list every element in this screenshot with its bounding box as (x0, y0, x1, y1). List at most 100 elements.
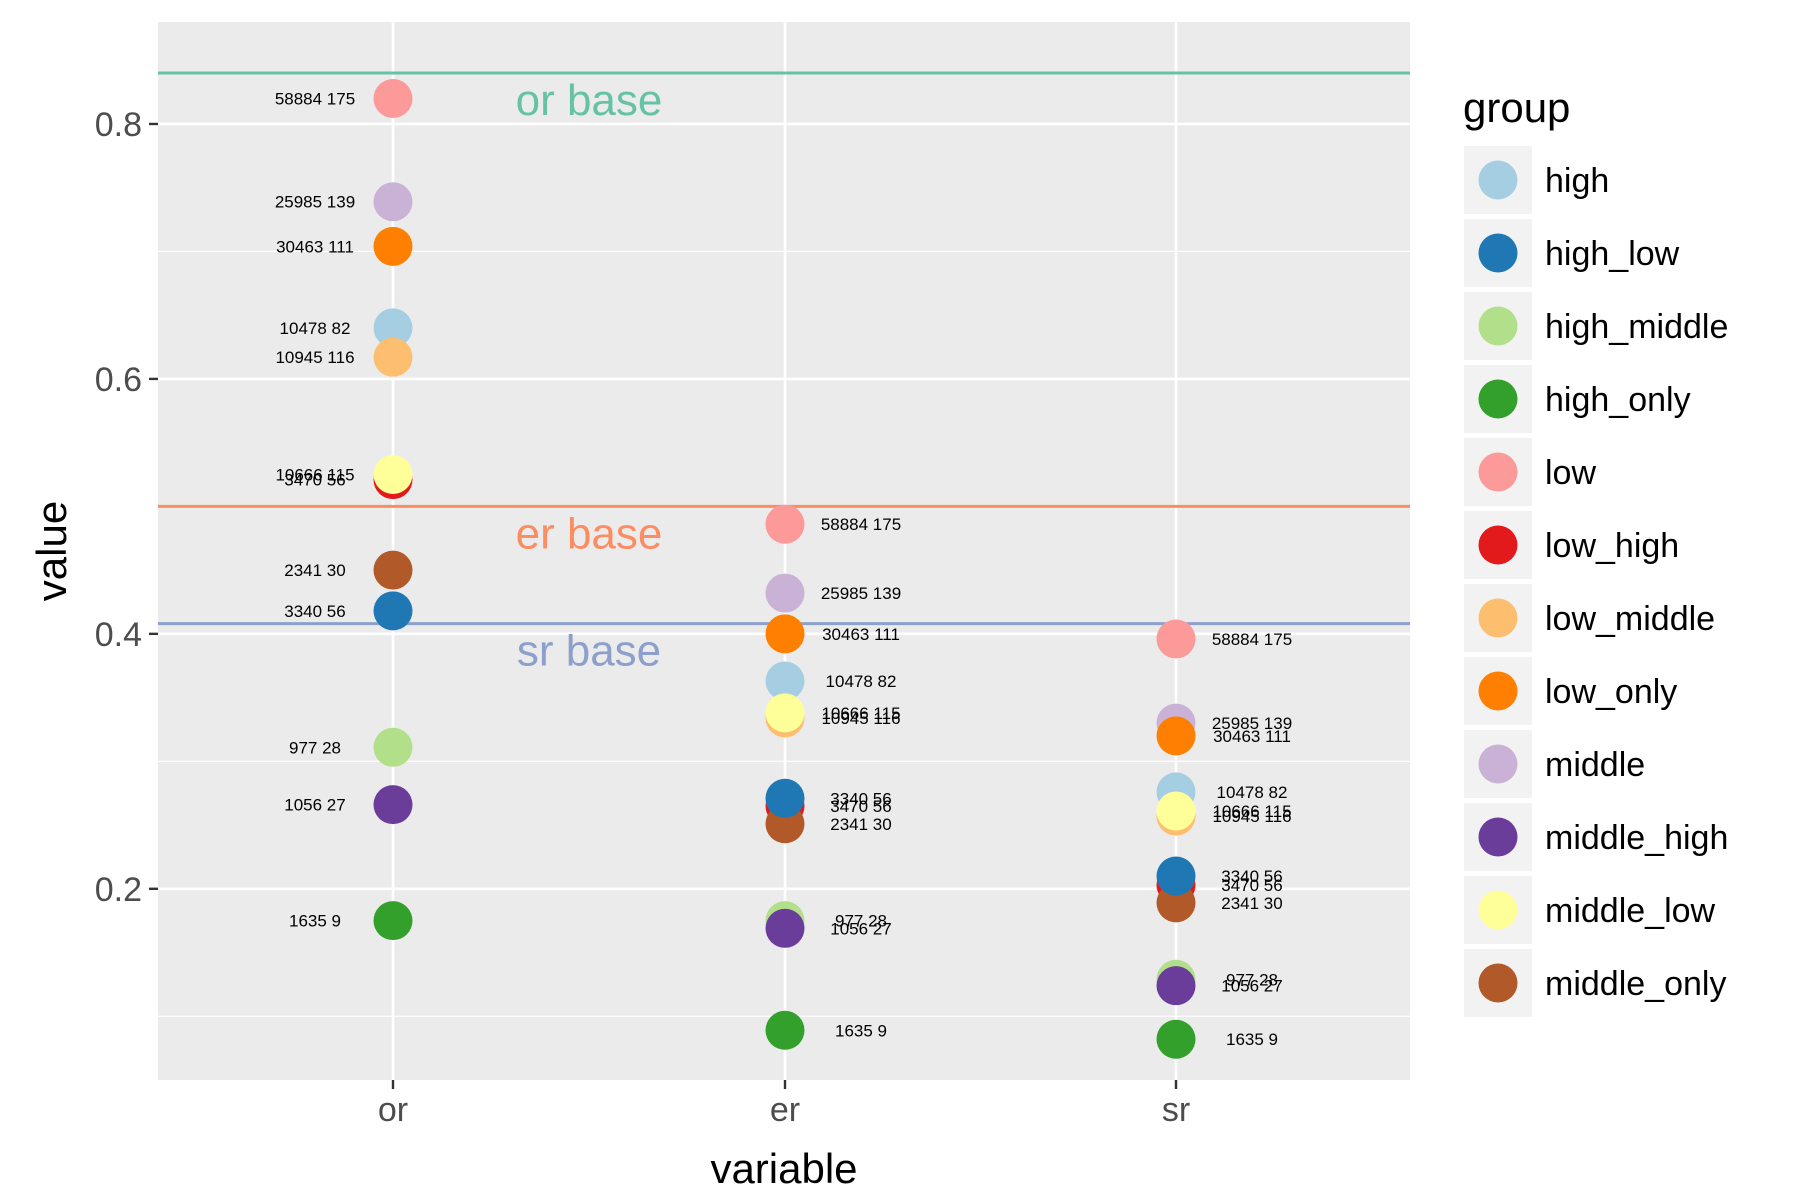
legend-label-low_middle: low_middle (1545, 600, 1715, 638)
legend-label-low: low (1545, 454, 1596, 492)
legend-label-high_middle: high_middle (1545, 308, 1728, 346)
legend-swatch-high_middle (1478, 306, 1518, 346)
point-label-high_only-or: 1635 9 (289, 912, 341, 931)
legend-swatch-middle_only (1478, 963, 1518, 1003)
y-tick-label-0: 0.2 (95, 871, 142, 909)
point-middle-er (765, 573, 805, 613)
point-label-middle_only-or: 2341 30 (284, 561, 345, 580)
baseline-label-2: sr base (517, 627, 661, 676)
legend-label-high_low: high_low (1545, 235, 1680, 273)
point-label-high_low-sr: 3340 56 (1221, 867, 1282, 886)
point-label-high-er: 10478 82 (826, 672, 897, 691)
point-label-middle_high-sr: 1056 27 (1221, 977, 1282, 996)
legend-swatch-middle (1478, 744, 1518, 784)
point-label-high_low-er: 3340 56 (830, 789, 891, 808)
point-label-low_high-sr: 3470 56 (1221, 876, 1282, 895)
legend-label-middle: middle (1545, 746, 1645, 784)
point-middle_high-er (765, 908, 805, 948)
legend-label-low_only: low_only (1545, 673, 1677, 711)
point-low_only-sr (1156, 716, 1196, 756)
x-tick-label-1: er (770, 1091, 800, 1129)
legend-title: group (1463, 84, 1570, 131)
point-label-middle_low-er: 10666 115 (821, 704, 900, 723)
point-label-high_only-sr: 1635 9 (1226, 1030, 1278, 1049)
point-labels: 58884 175 58884 175 58884 175 25985 139 2598… (275, 89, 1292, 1049)
point-middle_low-or (373, 455, 413, 495)
point-label-low_middle-or: 10945 116 (275, 348, 354, 367)
point-low-er (765, 504, 805, 544)
point-high_only-er (765, 1010, 805, 1050)
point-label-middle-or: 25985 139 (275, 193, 355, 212)
x-tick-label-0: or (378, 1091, 408, 1129)
baseline-label-0: or base (516, 76, 663, 125)
point-label-low_high-or: 3470 56 (284, 471, 345, 490)
y-tick-label-2: 0.6 (95, 361, 142, 399)
point-high_low-er (765, 778, 805, 818)
legend-label-high: high (1545, 162, 1609, 200)
point-label-low_only-or: 30463 111 (276, 237, 354, 256)
point-middle_high-sr (1156, 966, 1196, 1006)
legend-swatch-high_low (1478, 233, 1518, 273)
point-label-low_middle-sr: 10945 116 (1212, 807, 1291, 826)
point-middle_low-er (765, 693, 805, 733)
legend-swatch-middle_low (1478, 890, 1518, 930)
y-tick-label-1: 0.4 (95, 616, 142, 654)
point-label-high_middle-sr: 977 28 (1226, 970, 1278, 989)
legend-swatch-middle_high (1478, 817, 1518, 857)
x-axis: or er sr (378, 1080, 1190, 1129)
legend-swatch-high_only (1478, 379, 1518, 419)
point-label-high_middle-er: 977 28 (835, 912, 887, 931)
point-label-low-or: 58884 175 (275, 89, 355, 108)
point-label-middle-sr: 25985 139 (1212, 714, 1292, 733)
point-low_only-or (373, 226, 413, 266)
point-middle_high-or (373, 785, 413, 825)
y-tick-label-3: 0.8 (95, 106, 142, 144)
x-axis-title: variable (710, 1145, 857, 1192)
point-middle_only-or (373, 550, 413, 590)
point-label-low_high-er: 3470 56 (830, 797, 891, 816)
point-high_middle-or (373, 727, 413, 767)
legend-swatch-high (1478, 160, 1518, 200)
point-label-low-sr: 58884 175 (1212, 630, 1292, 649)
point-label-high-or: 10478 82 (280, 319, 351, 338)
x-tick-label-2: sr (1162, 1091, 1190, 1129)
point-label-middle_low-sr: 10666 115 (1212, 802, 1291, 821)
point-low-or (373, 78, 413, 118)
point-label-high_low-or: 3340 56 (284, 602, 345, 621)
point-label-middle_high-or: 1056 27 (284, 796, 345, 815)
point-label-middle_only-er: 2341 30 (830, 815, 891, 834)
baselines: or base er base sr base (158, 71, 1410, 676)
point-label-low_only-er: 30463 111 (822, 625, 900, 644)
point-label-high-sr: 10478 82 (1217, 783, 1288, 802)
point-high-er (765, 661, 805, 701)
y-axis: 0.2 0.4 0.6 0.8 (95, 106, 158, 909)
point-high_only-sr (1156, 1019, 1196, 1059)
point-label-middle-er: 25985 139 (821, 584, 901, 603)
point-label-middle_low-or: 10666 115 (275, 466, 354, 485)
point-high_only-or (373, 901, 413, 941)
point-low_only-er (765, 614, 805, 654)
point-low-sr (1156, 619, 1196, 659)
point-low_middle-or (373, 337, 413, 377)
legend-swatch-low_only (1478, 671, 1518, 711)
legend-label-low_high: low_high (1545, 527, 1679, 565)
point-high-or (373, 308, 413, 348)
point-middle_low-sr (1156, 791, 1196, 831)
legend-swatch-low (1478, 452, 1518, 492)
point-label-low_only-sr: 30463 111 (1213, 727, 1291, 746)
point-high_low-sr (1156, 856, 1196, 896)
legend-swatch-low_high (1478, 525, 1518, 565)
legend-swatch-low_middle (1478, 598, 1518, 638)
legend: group high high_low high_middle high_onlylo… (1463, 84, 1728, 1017)
point-middle-or (373, 182, 413, 222)
legend-label-high_only: high_only (1545, 381, 1691, 419)
points (373, 78, 1196, 1059)
baseline-label-1: er base (516, 509, 663, 558)
legend-label-middle_high: middle_high (1545, 819, 1728, 857)
point-high_low-or (373, 591, 413, 631)
point-label-high_only-er: 1635 9 (835, 1021, 887, 1040)
y-axis-title: value (28, 501, 75, 601)
legend-label-middle_low: middle_low (1545, 892, 1716, 930)
